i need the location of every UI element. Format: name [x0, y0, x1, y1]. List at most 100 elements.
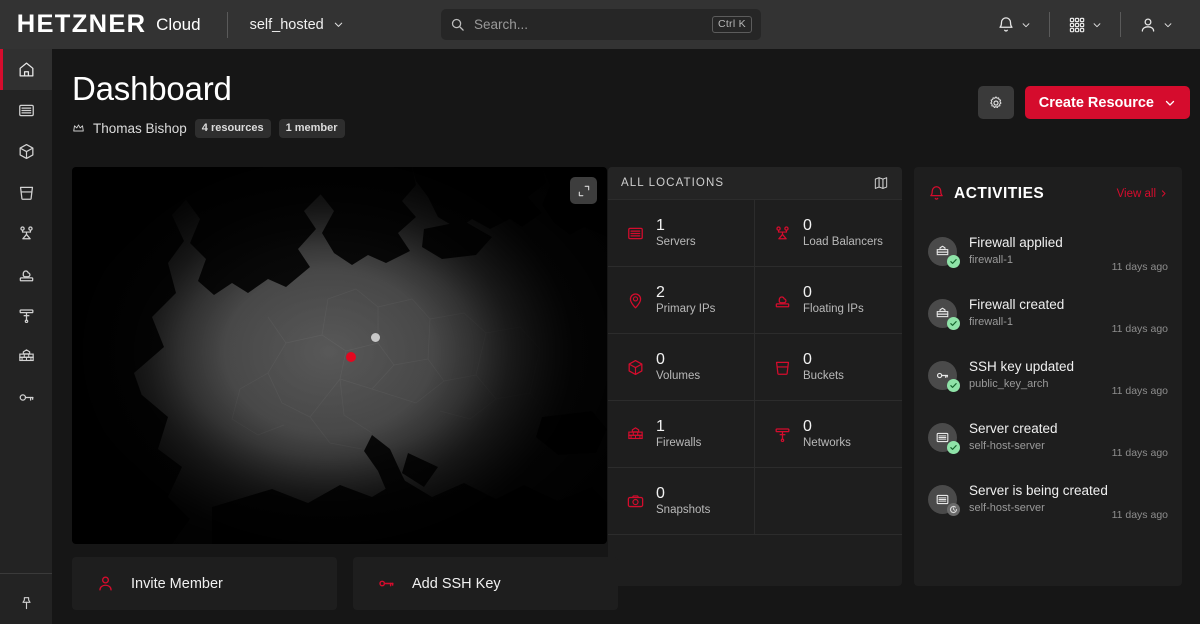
- sidebar-item-buckets[interactable]: [0, 172, 52, 213]
- locations-grid: 1 Servers 0 Load Balancers: [608, 200, 902, 535]
- location-stat-servers[interactable]: 1 Servers: [608, 200, 755, 267]
- create-resource-button[interactable]: Create Resource: [1024, 86, 1190, 119]
- map-graphic: [72, 167, 607, 544]
- location-stat-primary-ips[interactable]: 2 Primary IPs: [608, 267, 755, 334]
- pin-icon: [21, 597, 31, 610]
- invite-member-button[interactable]: Invite Member: [72, 557, 337, 610]
- camera-icon: [627, 494, 644, 507]
- location-stat-floating-ips[interactable]: 0 Floating IPs: [755, 267, 902, 334]
- create-resource-label: Create Resource: [1038, 94, 1154, 111]
- stat-count: 0: [803, 418, 812, 436]
- avatar: [928, 422, 960, 454]
- sidebar-item-networks[interactable]: [0, 295, 52, 336]
- owner-row: Thomas Bishop 4 resources 1 member: [72, 119, 345, 138]
- stat-label: Buckets: [803, 369, 844, 382]
- firewall-icon: [936, 307, 949, 317]
- sidebar-bottom: [0, 573, 52, 624]
- activity-text: SSH key updated public_key_arch: [969, 358, 1112, 391]
- status-badge-success: [947, 440, 960, 454]
- brand-logo[interactable]: HETZNER Cloud: [17, 10, 201, 39]
- stat-label: Load Balancers: [803, 235, 883, 248]
- activity-name: SSH key updated: [969, 359, 1075, 375]
- view-all-link[interactable]: View all: [1117, 188, 1168, 200]
- key-icon: [379, 580, 394, 587]
- activity-item[interactable]: Server created self-host-server 11 days …: [928, 406, 1168, 468]
- search-input[interactable]: Search... Ctrl K: [441, 9, 761, 40]
- avatar: [928, 360, 960, 392]
- chevron-down-icon: [334, 22, 342, 27]
- firewall-icon: [18, 349, 34, 362]
- bell-icon: [930, 186, 943, 200]
- progress-icon: [949, 505, 958, 513]
- locations-map[interactable]: [72, 167, 607, 544]
- location-stat-buckets[interactable]: 0 Buckets: [755, 334, 902, 401]
- settings-button[interactable]: [977, 86, 1014, 119]
- avatar: [928, 236, 960, 268]
- avatar: [928, 484, 960, 516]
- logo-subtitle: Cloud: [156, 14, 201, 34]
- sidebar-item-servers[interactable]: [0, 90, 52, 131]
- sidebar-item-floating-ips[interactable]: [0, 254, 52, 295]
- key-icon: [19, 394, 33, 401]
- activity-item[interactable]: Firewall applied firewall-1 11 days ago: [928, 220, 1168, 282]
- notifications-button[interactable]: [986, 0, 1042, 49]
- home-icon: [19, 62, 33, 77]
- divider: [1120, 12, 1121, 37]
- bell-icon: [999, 16, 1013, 32]
- map-marker-active[interactable]: [346, 352, 356, 362]
- activity-item[interactable]: Server is being created self-host-server…: [928, 468, 1168, 530]
- cube-icon: [19, 143, 33, 160]
- activity-resource: self-host-server: [969, 439, 1045, 452]
- expand-icon: [578, 185, 589, 196]
- location-stat-networks[interactable]: 0 Networks: [755, 401, 902, 468]
- badge-members: 1 member: [278, 119, 345, 138]
- activity-text: Server is being created self-host-server: [969, 482, 1112, 515]
- account-menu-button[interactable]: [1128, 0, 1184, 49]
- activity-resource: self-host-server: [969, 501, 1045, 514]
- bucket-icon: [775, 361, 790, 375]
- status-badge-success: [947, 378, 960, 392]
- location-stat-firewalls[interactable]: 1 Firewalls: [608, 401, 755, 468]
- floating-ip-icon: [19, 270, 33, 282]
- expand-map-button[interactable]: [570, 177, 597, 204]
- cube-icon: [628, 359, 643, 375]
- activities-header: ACTIVITIES View all: [928, 167, 1168, 220]
- header-actions: Create Resource: [977, 86, 1190, 119]
- check-icon: [950, 258, 957, 264]
- map-marker-inactive[interactable]: [371, 333, 380, 342]
- activity-item[interactable]: SSH key updated public_key_arch 11 days …: [928, 344, 1168, 406]
- add-ssh-key-button[interactable]: Add SSH Key: [353, 557, 618, 610]
- firewall-icon: [628, 426, 643, 439]
- map-icon[interactable]: [873, 175, 889, 191]
- left-sidebar: [0, 49, 52, 624]
- location-stat-load-balancers[interactable]: 0 Load Balancers: [755, 200, 902, 267]
- sidebar-item-firewalls[interactable]: [0, 336, 52, 377]
- chevron-down-icon: [1165, 100, 1175, 106]
- crown-icon: [73, 124, 84, 132]
- activity-item[interactable]: Firewall created firewall-1 11 days ago: [928, 282, 1168, 344]
- grid-apps-icon: [1069, 17, 1085, 32]
- check-icon: [950, 444, 957, 450]
- activity-time: 11 days ago: [1111, 447, 1168, 459]
- location-stat-snapshots[interactable]: 0 Snapshots: [608, 468, 755, 535]
- view-all-label: View all: [1116, 187, 1156, 200]
- stat-count: 1: [656, 217, 665, 235]
- location-stat-volumes[interactable]: 0 Volumes: [608, 334, 755, 401]
- apps-menu-button[interactable]: [1057, 0, 1113, 49]
- stat-label: Firewalls: [656, 436, 702, 449]
- stat-label: Floating IPs: [803, 302, 864, 315]
- sidebar-item-load-balancers[interactable]: [0, 213, 52, 254]
- status-badge-success: [947, 316, 960, 330]
- sidebar-item-pin[interactable]: [0, 583, 52, 624]
- stat-count: 2: [656, 284, 665, 302]
- server-icon: [936, 432, 949, 442]
- project-selector[interactable]: self_hosted: [250, 17, 344, 33]
- sidebar-item-volumes[interactable]: [0, 131, 52, 172]
- network-icon: [775, 427, 790, 442]
- activity-name: Firewall created: [969, 297, 1065, 313]
- all-locations-title: ALL LOCATIONS: [621, 177, 725, 189]
- sidebar-item-ssh-keys[interactable]: [0, 377, 52, 418]
- sidebar-item-home[interactable]: [0, 49, 52, 90]
- stat-count: 0: [803, 217, 812, 235]
